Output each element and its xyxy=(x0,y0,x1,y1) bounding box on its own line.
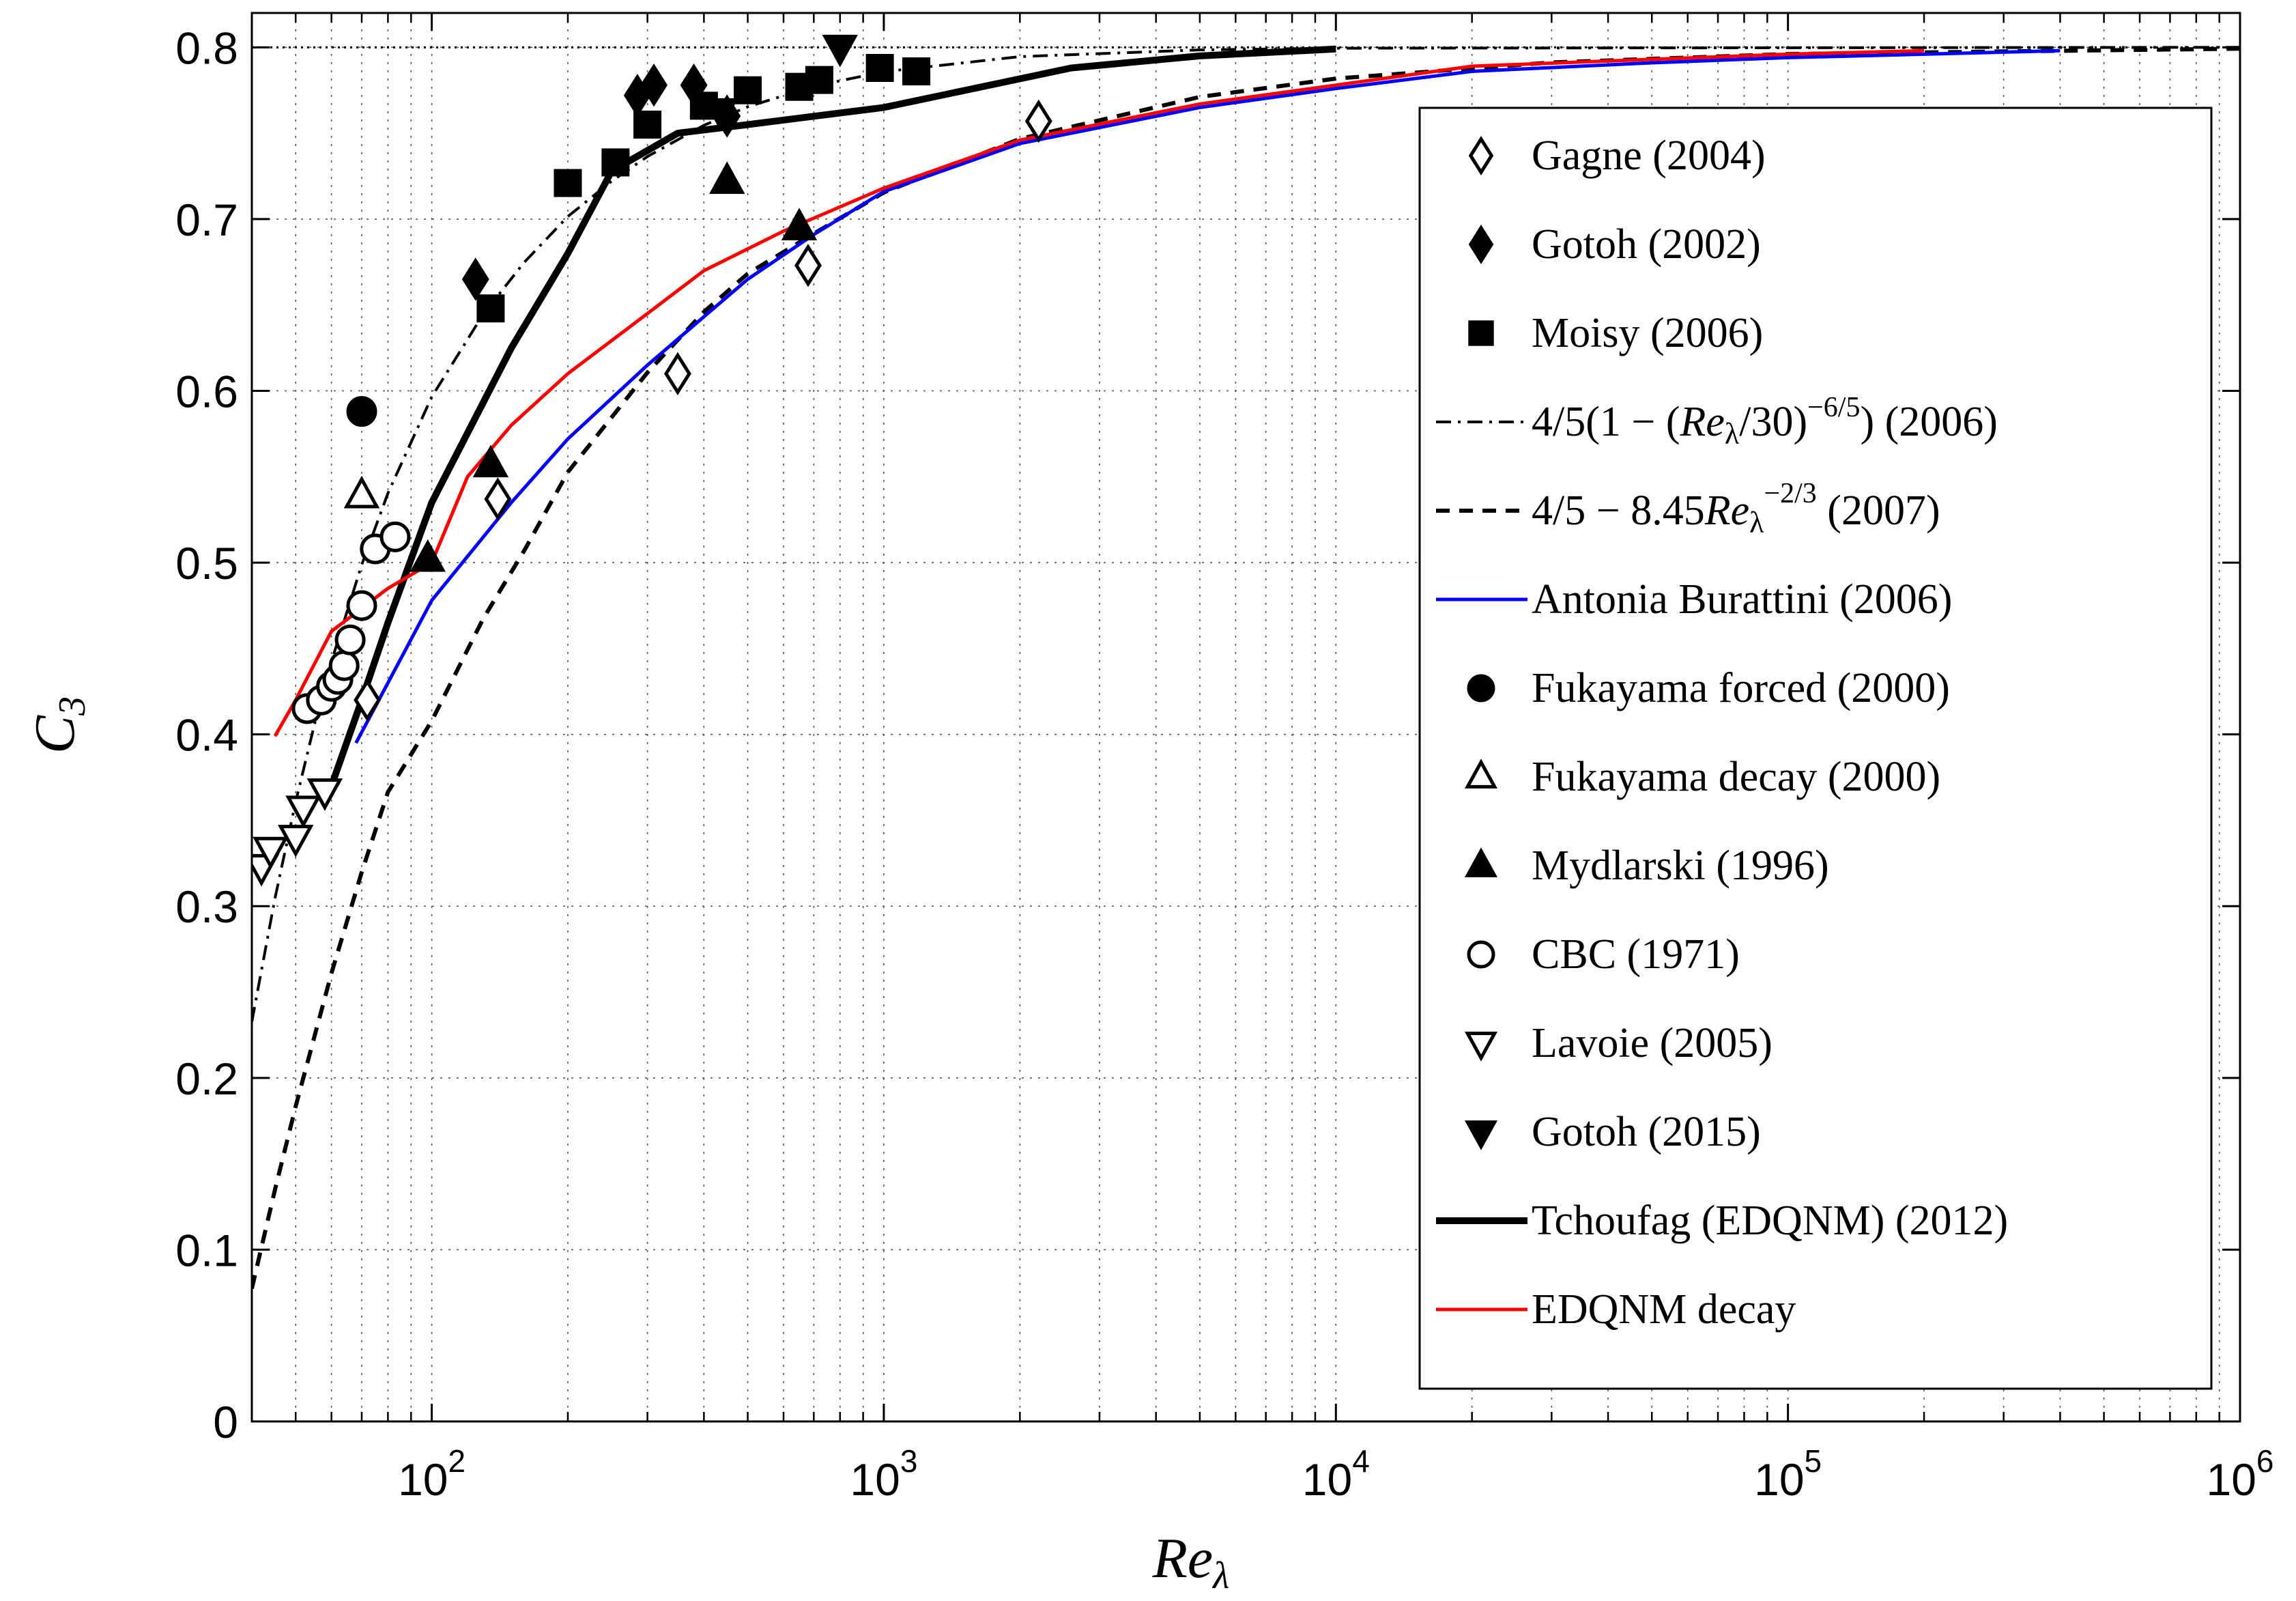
legend-label: Tchoufag (EDQNM) (2012) xyxy=(1532,1198,2008,1244)
data-point-mydlarski-1996 xyxy=(410,539,446,572)
legend-item-fukayama-decay-2000: Fukayama decay (2000) xyxy=(1464,754,1940,800)
y-tick-label: 0.1 xyxy=(175,1225,238,1275)
y-axis-label: C3 xyxy=(23,696,94,754)
series-line-antonia-burattini-2006 xyxy=(354,48,2061,744)
legend-marker-cbc-1971 xyxy=(1467,940,1495,969)
y-tick-label: 0.4 xyxy=(175,710,238,761)
legend-item-lavoie-2005: Lavoie (2005) xyxy=(1464,1020,1773,1066)
legend-label: Gotoh (2015) xyxy=(1532,1109,1761,1155)
data-point-cbc-1971 xyxy=(328,650,360,681)
legend-label: 4/5 − 8.45Reλ−2/3 (2007) xyxy=(1532,478,1940,539)
y-tick-label: 0.6 xyxy=(175,366,238,416)
data-point-lavoie-2005 xyxy=(306,778,343,811)
x-tick-label: 104 xyxy=(1302,1443,1370,1505)
legend-label: Moisy (2006) xyxy=(1532,310,1763,356)
data-point-fukayama-decay-2000 xyxy=(343,475,380,509)
legend-label: Antonia Burattini (2006) xyxy=(1532,576,1952,623)
legend-item-4-5-1-re-30-6-5-2006: 4/5(1 − (Reλ/30)−6/5) (2006) xyxy=(1436,392,1998,451)
data-point-gagne-2004 xyxy=(1024,99,1052,143)
legend-label: Fukayama decay (2000) xyxy=(1532,754,1940,800)
legend-marker-gagne-2004 xyxy=(1468,136,1494,175)
legend-label: Gagne (2004) xyxy=(1532,132,1766,179)
legend-item-tchoufag-edqnm-2012: Tchoufag (EDQNM) (2012) xyxy=(1436,1198,2008,1244)
data-point-fukayama-forced-2000 xyxy=(346,396,377,427)
legend-item-gagne-2004: Gagne (2004) xyxy=(1468,132,1766,179)
legend-item-cbc-1971: CBC (1971) xyxy=(1467,931,1740,978)
legend-marker-moisy-2006 xyxy=(1468,320,1494,346)
legend-label: CBC (1971) xyxy=(1532,931,1740,978)
y-tick-label: 0.5 xyxy=(175,538,238,589)
data-point-gagne-2004 xyxy=(794,244,822,287)
data-point-moisy-2006 xyxy=(902,57,931,86)
svg-text:C3: C3 xyxy=(23,696,94,754)
legend-marker-mydlarski-1996 xyxy=(1464,847,1498,877)
x-tick-label: 106 xyxy=(2206,1443,2273,1505)
legend-label: 4/5(1 − (Reλ/30)−6/5) (2006) xyxy=(1532,392,1998,451)
data-point-moisy-2006 xyxy=(554,169,582,197)
legend-item-mydlarski-1996: Mydlarski (1996) xyxy=(1464,842,1829,889)
data-point-lavoie-2005 xyxy=(277,825,314,858)
series-line-4-5-8-45re-2-3-2007 xyxy=(252,46,2240,1289)
legend-item-moisy-2006: Moisy (2006) xyxy=(1468,310,1763,356)
legend-box xyxy=(1418,107,2213,1390)
data-point-gagne-2004 xyxy=(663,352,691,396)
legend-marker-fukayama-forced-2000 xyxy=(1467,674,1495,703)
x-axis-label: Reλ xyxy=(1152,1527,1230,1597)
data-point-moisy-2006 xyxy=(734,76,762,104)
y-tick-label: 0 xyxy=(213,1397,238,1447)
axis-ticks: 0 0.1 0.2 0.3 0.4 0.5 0.6 0.7 0.8 102 103 104 105 106 xyxy=(175,13,2274,1505)
legend-label: Fukayama forced (2000) xyxy=(1532,665,1950,711)
data-point-lavoie-2005 xyxy=(253,836,289,870)
plot-series xyxy=(252,34,2240,1289)
legend-item-4-5-8-45re-2-3-2007: 4/5 − 8.45Reλ−2/3 (2007) xyxy=(1436,478,1940,539)
series-line-edqnm-decay xyxy=(273,48,1925,737)
legend-item-antonia-burattini-2006: Antonia Burattini (2006) xyxy=(1436,576,1952,623)
legend-item-gotoh-2002: Gotoh (2002) xyxy=(1468,221,1761,268)
x-tick-label: 105 xyxy=(1754,1443,1822,1505)
data-point-cbc-1971 xyxy=(334,624,366,655)
series-line-tchoufag-edqnm-2012 xyxy=(328,45,1336,787)
legend-marker-fukayama-decay-2000 xyxy=(1464,759,1498,789)
x-tick-label: 103 xyxy=(850,1443,917,1505)
data-point-mydlarski-1996 xyxy=(709,161,745,195)
data-point-cbc-1971 xyxy=(346,590,377,621)
legend-item-fukayama-forced-2000: Fukayama forced (2000) xyxy=(1467,665,1950,711)
legend-marker-gotoh-2002 xyxy=(1468,225,1494,264)
data-point-lavoie-2005 xyxy=(285,795,321,829)
x-tick-label: 102 xyxy=(398,1443,465,1505)
legend-marker-lavoie-2005 xyxy=(1464,1032,1498,1062)
legend-marker-gotoh-2015 xyxy=(1464,1120,1498,1150)
data-point-gotoh-2015 xyxy=(702,98,738,131)
data-point-mydlarski-1996 xyxy=(472,444,509,478)
data-point-gotoh-2002 xyxy=(461,257,489,301)
data-point-moisy-2006 xyxy=(805,66,833,94)
data-point-gotoh-2002 xyxy=(640,63,668,107)
y-tick-label: 0.8 xyxy=(175,23,238,73)
data-point-gotoh-2015 xyxy=(822,34,858,68)
legend-item-edqnm-decay: EDQNM decay xyxy=(1436,1286,1796,1333)
y-tick-label: 0.3 xyxy=(175,881,238,932)
legend-label: Mydlarski (1996) xyxy=(1532,842,1829,889)
data-point-moisy-2006 xyxy=(601,148,630,177)
y-tick-label: 0.7 xyxy=(175,195,238,245)
data-point-cbc-1971 xyxy=(379,521,411,552)
plot-frame xyxy=(250,12,2241,1423)
legend-label: Gotoh (2002) xyxy=(1532,221,1761,268)
legend: Gagne (2004) Gotoh (2002) Moisy (2006) 4/5(… xyxy=(1418,107,2213,1390)
data-point-moisy-2006 xyxy=(865,54,894,83)
legend-label: EDQNM decay xyxy=(1532,1286,1796,1333)
y-tick-label: 0.2 xyxy=(175,1053,238,1104)
data-point-moisy-2006 xyxy=(633,111,662,139)
data-point-gagne-2004 xyxy=(354,678,382,722)
data-point-mydlarski-1996 xyxy=(781,208,818,240)
legend-label: Lavoie (2005) xyxy=(1532,1020,1773,1066)
data-point-moisy-2006 xyxy=(476,294,505,323)
data-point-gagne-2004 xyxy=(484,477,512,521)
legend-item-gotoh-2015: Gotoh (2015) xyxy=(1464,1109,1761,1155)
